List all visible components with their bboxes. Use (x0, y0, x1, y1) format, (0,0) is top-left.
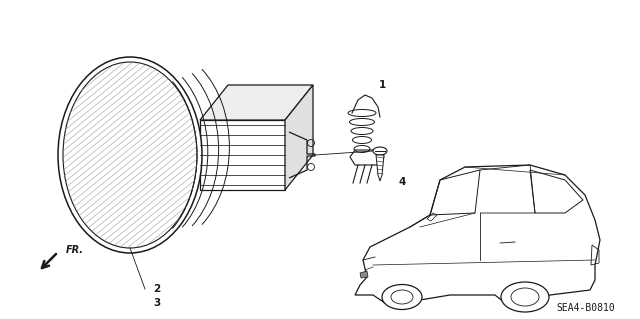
Text: FR.: FR. (66, 245, 84, 255)
Text: 4: 4 (398, 177, 406, 187)
Ellipse shape (373, 147, 387, 155)
Text: 2: 2 (154, 284, 161, 294)
Polygon shape (285, 85, 313, 190)
Polygon shape (200, 85, 313, 120)
Text: 1: 1 (378, 80, 386, 90)
Polygon shape (200, 120, 285, 190)
Text: 3: 3 (154, 298, 161, 308)
Ellipse shape (58, 57, 202, 253)
Polygon shape (360, 271, 368, 278)
Polygon shape (355, 165, 600, 307)
Ellipse shape (501, 282, 549, 312)
Polygon shape (376, 155, 384, 181)
Ellipse shape (382, 285, 422, 309)
Text: SEA4-B0810: SEA4-B0810 (556, 303, 615, 313)
